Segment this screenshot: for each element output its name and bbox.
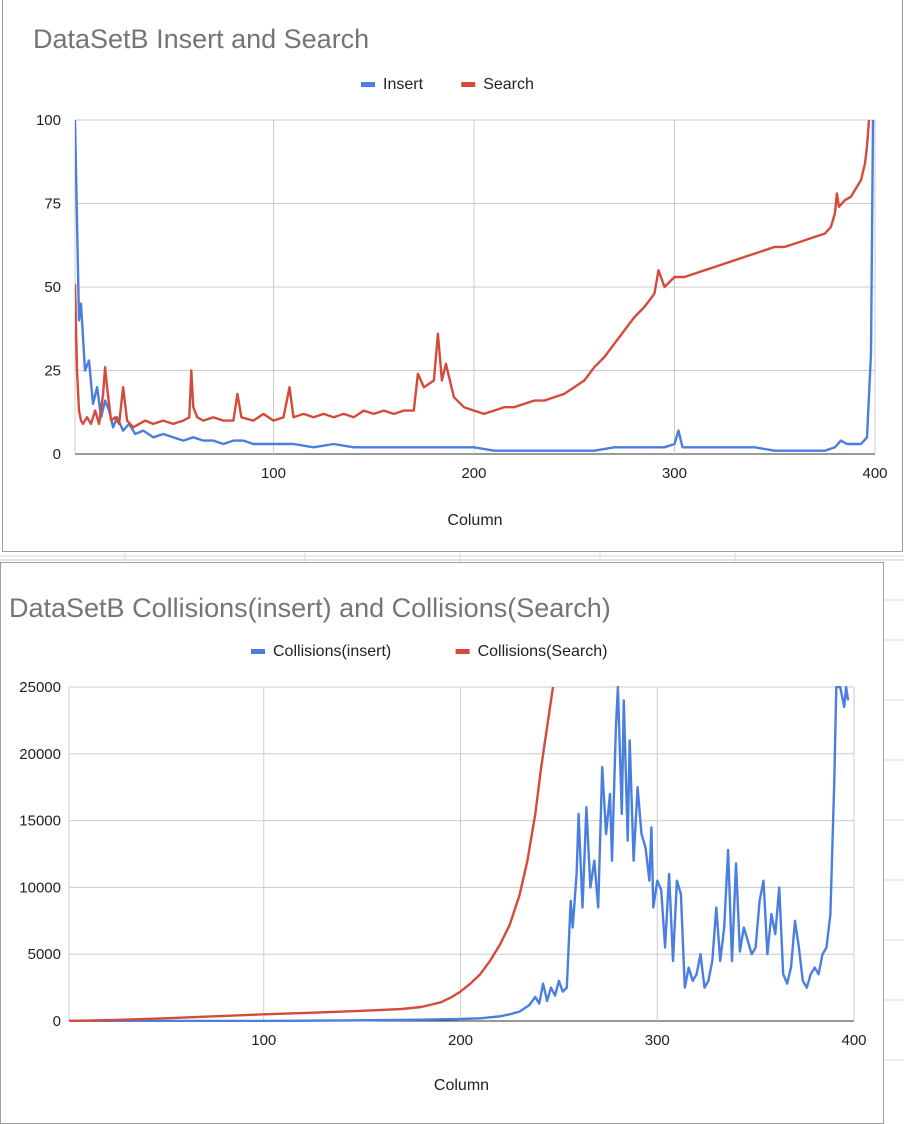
x-axis-title: Column xyxy=(447,512,502,529)
y-tick-label: 100 xyxy=(36,112,61,129)
x-tick-label: 300 xyxy=(662,465,687,482)
y-tick-label: 50 xyxy=(44,279,61,296)
legend-swatch-0 xyxy=(251,649,265,654)
y-tick-label: 5000 xyxy=(28,946,61,963)
legend-label-1: Collisions(Search) xyxy=(478,643,608,660)
plot-area: 0 25 50 75 100 100 200 300 400 xyxy=(36,112,888,482)
chart-collisions-svg: DataSetB Collisions(insert) and Collisio… xyxy=(9,593,867,1094)
y-tick-label: 15000 xyxy=(19,813,61,830)
y-tick-label: 20000 xyxy=(19,746,61,763)
legend-swatch-1 xyxy=(461,82,476,87)
legend-label-1: Search xyxy=(483,76,534,93)
y-tick-label: 25 xyxy=(44,363,61,380)
x-tick-label: 200 xyxy=(448,1032,473,1049)
y-tick-label: 0 xyxy=(53,446,61,463)
chart-insert-search-svg: DataSetB Insert and Search Insert Search 0 2… xyxy=(33,24,888,529)
legend-label-0: Insert xyxy=(383,76,424,93)
y-tick-label: 0 xyxy=(53,1013,61,1030)
y-tick-label: 75 xyxy=(44,196,61,213)
legend-swatch-0 xyxy=(361,82,375,87)
x-axis-title: Column xyxy=(434,1077,489,1094)
x-tick-label: 400 xyxy=(841,1032,866,1049)
plot-area: 0 5000 10000 15000 20000 25000 100 200 300 400 xyxy=(19,679,866,1049)
x-tick-label: 300 xyxy=(645,1032,670,1049)
chart-insert-search[interactable]: DataSetB Insert and Search Insert Search 0 2… xyxy=(2,0,903,552)
x-tick-label: 200 xyxy=(461,465,486,482)
chart-collisions[interactable]: DataSetB Collisions(insert) and Collisio… xyxy=(0,562,884,1124)
x-tick-label: 400 xyxy=(862,465,887,482)
y-tick-label: 10000 xyxy=(19,879,61,896)
legend-label-0: Collisions(insert) xyxy=(273,643,391,660)
y-tick-label: 25000 xyxy=(19,679,61,696)
x-tick-label: 100 xyxy=(251,1032,276,1049)
series-line-collisions-search xyxy=(69,686,555,1022)
series-line-collisions-insert xyxy=(69,686,850,1022)
legend-swatch-1 xyxy=(455,649,470,654)
chart-title: DataSetB Insert and Search xyxy=(33,24,369,54)
x-tick-label: 100 xyxy=(261,465,286,482)
series-line-search xyxy=(75,119,871,429)
chart-title: DataSetB Collisions(insert) and Collisio… xyxy=(9,593,611,623)
